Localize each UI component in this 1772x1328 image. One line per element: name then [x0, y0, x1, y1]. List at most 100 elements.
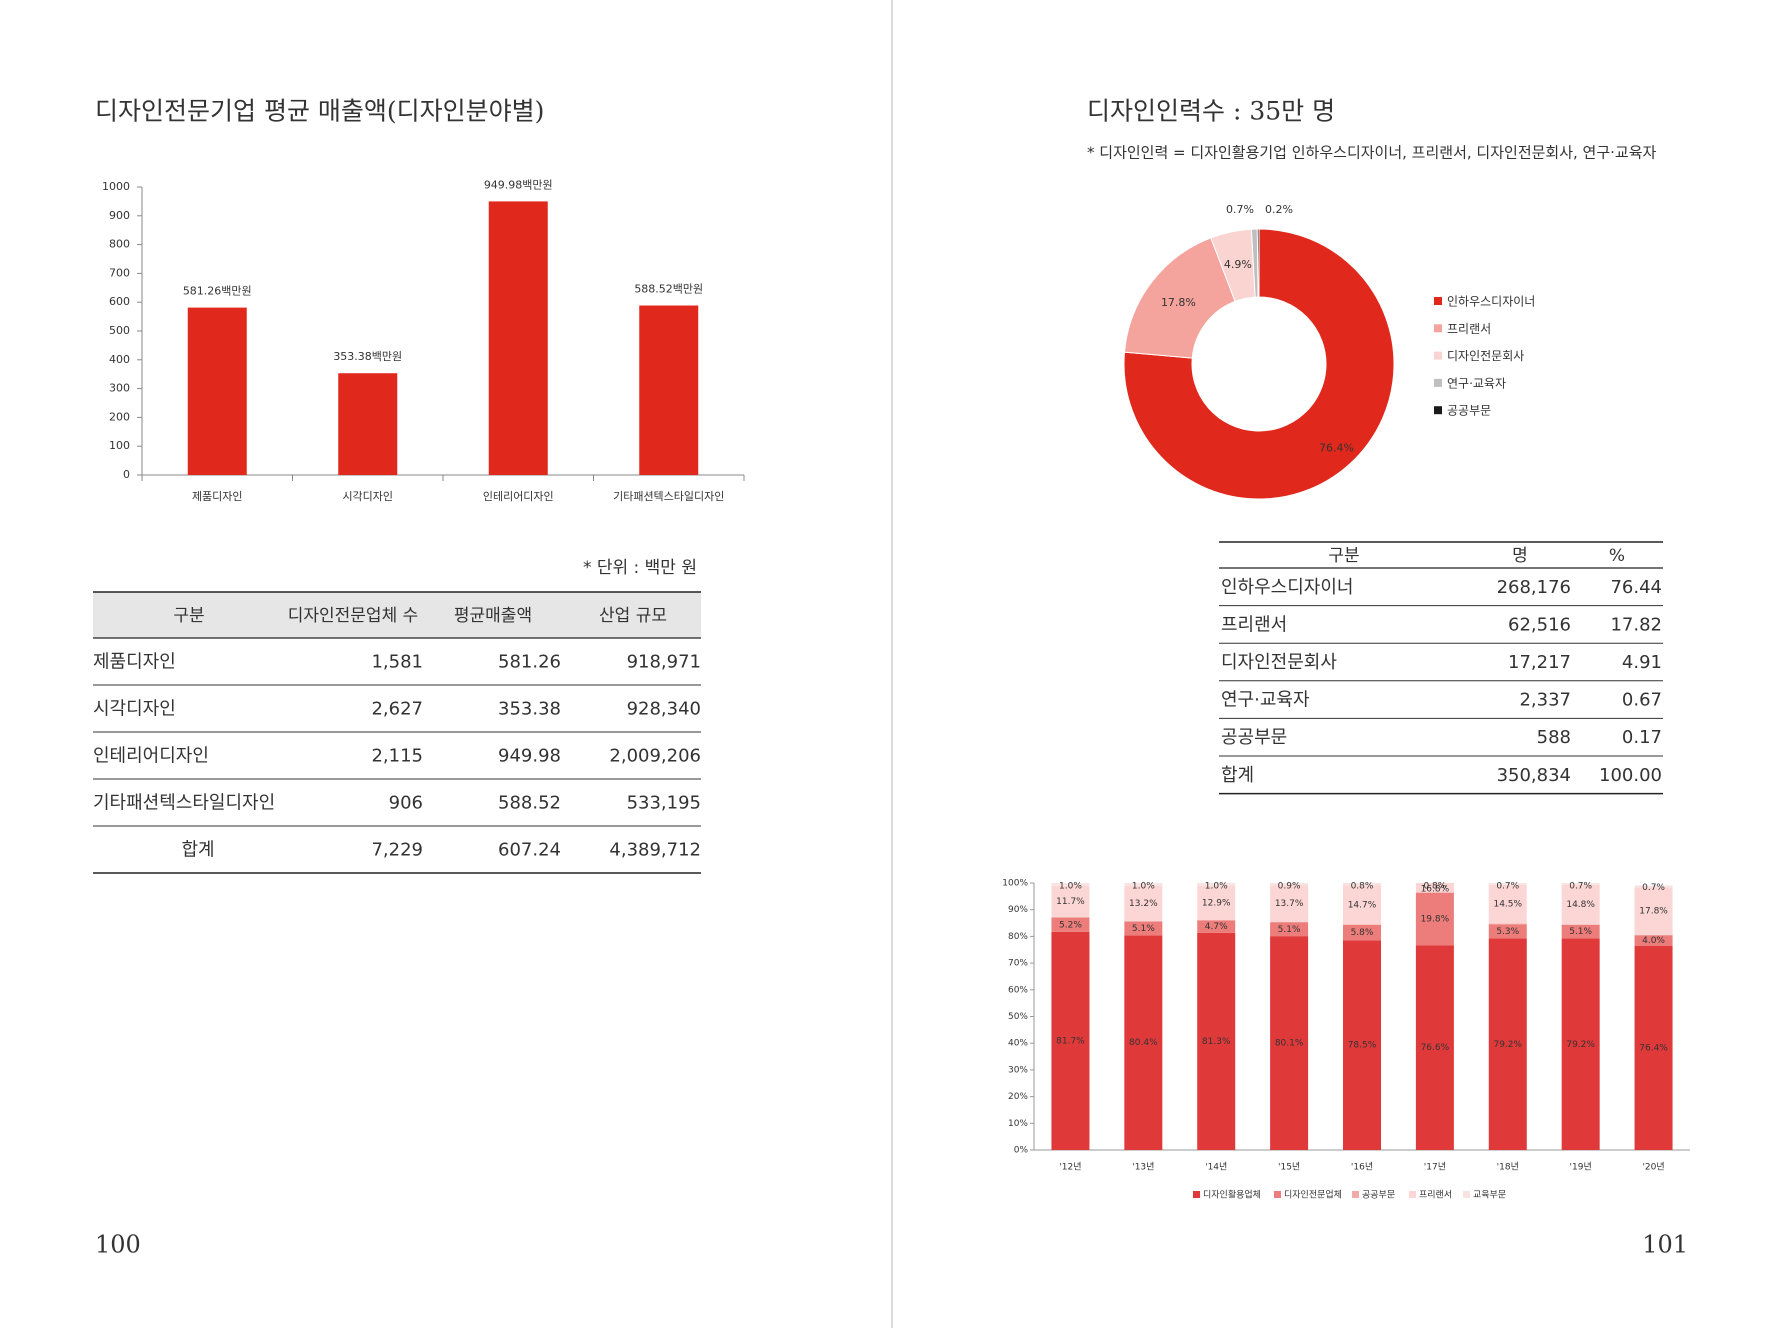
y-tick-label: 200 — [109, 410, 130, 423]
y-tick-label: 50% — [1008, 1012, 1028, 1022]
donut-slice — [1123, 237, 1236, 359]
data-label: 0.9% — [1278, 882, 1301, 892]
x-tick-label: '19년 — [1570, 1162, 1592, 1173]
y-tick-label: 500 — [109, 324, 130, 337]
y-tick-label: 70% — [1008, 959, 1028, 969]
data-label: 76.4% — [1319, 442, 1354, 455]
bar-segment — [1270, 921, 1309, 923]
x-tick-label: '13년 — [1132, 1162, 1154, 1173]
y-tick-label: 700 — [109, 266, 130, 279]
table-cell: 기타패션텍스타일디자인 — [93, 793, 275, 814]
bar-segment — [1561, 924, 1600, 939]
data-label: 588.52백만원 — [634, 283, 703, 296]
data-label: 79.2% — [1566, 1040, 1595, 1050]
table-cell: 918,971 — [627, 652, 701, 673]
bar-segment — [1634, 935, 1673, 947]
legend-label: 연구·교육자 — [1447, 376, 1506, 390]
legend-swatch — [1434, 378, 1442, 387]
bar-segment — [1634, 934, 1673, 936]
y-tick-label: 800 — [109, 238, 130, 251]
table-cell: 268,176 — [1497, 577, 1571, 598]
table-cell: 906 — [389, 793, 423, 814]
bar-segment — [1051, 916, 1090, 918]
bar-segment — [1488, 923, 1527, 925]
unit-note: * 단위 : 백만 원 — [583, 558, 697, 578]
data-label: 17.8% — [1161, 296, 1196, 309]
table-header-bg — [93, 592, 701, 638]
table-cell: 581.26 — [498, 652, 561, 673]
data-label: 5.3% — [1496, 927, 1519, 937]
table-cell: 시각디자인 — [93, 699, 176, 720]
y-tick-label: 900 — [109, 209, 130, 222]
legend-swatch — [1274, 1191, 1281, 1198]
bar-segment — [1270, 885, 1309, 922]
x-tick-label: '12년 — [1059, 1162, 1081, 1173]
legend-swatch — [1463, 1191, 1470, 1198]
right-note: * 디자인인력 = 디자인활용기업 인하우스디자이너, 프리랜서, 디자인전문회… — [1087, 144, 1657, 162]
bar — [488, 201, 548, 475]
bar-segment — [1561, 883, 1600, 885]
data-label: 81.3% — [1202, 1037, 1231, 1047]
bar-segment — [1343, 924, 1381, 925]
data-label: 13.2% — [1129, 899, 1158, 909]
bar-segment — [1415, 945, 1454, 1150]
bar-segment — [1634, 946, 1673, 1150]
data-label: 0.7% — [1496, 882, 1519, 892]
bar-segment — [1634, 887, 1673, 935]
y-tick-label: 80% — [1008, 932, 1028, 942]
data-label: 0.7% — [1642, 883, 1665, 893]
legend-label: 프리랜서 — [1447, 322, 1491, 336]
bar — [639, 305, 699, 475]
bar-segment — [1488, 938, 1527, 1150]
legend-swatch — [1434, 324, 1442, 333]
bar-segment — [1270, 936, 1309, 1150]
bar-segment — [1343, 883, 1381, 886]
y-tick-label: 0 — [123, 468, 130, 481]
bar-segment — [1051, 917, 1090, 932]
bar-segment — [1343, 940, 1381, 1150]
data-label: 0.7% — [1226, 203, 1254, 216]
data-label: 0.8% — [1351, 882, 1374, 892]
bar-segment — [1124, 920, 1163, 922]
data-label: 16.8% — [1421, 885, 1450, 895]
bar-segment — [1415, 892, 1454, 946]
bar-segment — [1416, 846, 1454, 848]
bar-segment — [1634, 885, 1673, 888]
data-label: 0.2% — [1265, 203, 1293, 216]
legend-label: 디자인전문업체 — [1284, 1190, 1342, 1201]
table-header: 디자인전문업체 수 — [288, 606, 419, 626]
table-cell: 1,581 — [371, 652, 423, 673]
x-tick-label: '14년 — [1205, 1162, 1227, 1173]
data-label: 4.0% — [1642, 936, 1665, 946]
data-label: 1.0% — [1205, 882, 1228, 892]
data-label: 5.2% — [1059, 920, 1082, 930]
bar-segment — [1343, 885, 1381, 925]
data-label: 0.8% — [1423, 882, 1446, 892]
data-label: 0.7% — [1569, 882, 1592, 892]
y-tick-label: 30% — [1008, 1065, 1028, 1075]
data-label: 5.1% — [1569, 927, 1592, 937]
table-cell: 949.98 — [498, 746, 561, 767]
bar-segment — [1561, 884, 1600, 925]
bar-segment — [1415, 883, 1454, 893]
bar-segment — [1051, 931, 1090, 1150]
table-cell: 62,516 — [1508, 614, 1571, 635]
data-label: 14.5% — [1493, 900, 1522, 910]
data-label: 1.0% — [1059, 882, 1082, 892]
table-header: 구분 — [173, 606, 204, 626]
table-cell: 607.24 — [498, 840, 561, 861]
table-cell: 350,834 — [1497, 765, 1571, 786]
data-label: 4.7% — [1205, 922, 1228, 932]
y-tick-label: 90% — [1008, 905, 1028, 915]
data-label: 5.1% — [1278, 925, 1301, 935]
table-cell: 588.52 — [498, 793, 561, 814]
data-label: 80.4% — [1129, 1038, 1158, 1048]
legend-swatch — [1352, 1191, 1359, 1198]
y-tick-label: 40% — [1008, 1039, 1028, 1049]
legend-swatch — [1434, 297, 1442, 305]
table-cell: 7,229 — [371, 840, 423, 861]
table-cell: 17.82 — [1610, 614, 1662, 635]
y-tick-label: 300 — [109, 382, 130, 395]
table-cell: 353.38 — [498, 699, 561, 720]
bar-segment — [1488, 924, 1527, 939]
